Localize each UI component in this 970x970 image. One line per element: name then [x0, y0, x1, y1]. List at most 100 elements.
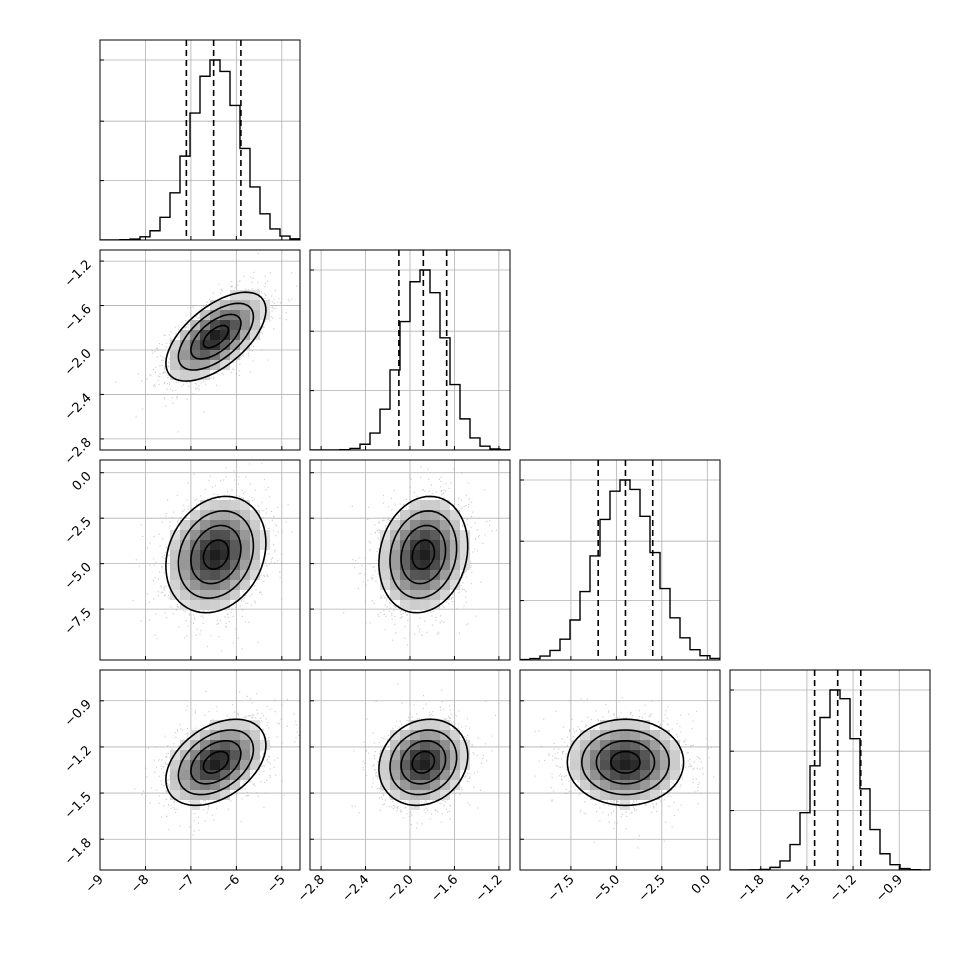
density-cell: [240, 770, 250, 780]
density-cell: [210, 360, 220, 370]
density-cell: [590, 750, 600, 760]
density-cell: [410, 520, 420, 530]
contour-level: [165, 718, 267, 807]
density-cell: [590, 770, 600, 780]
density-cell: [440, 770, 450, 780]
density-cell: [450, 520, 460, 530]
y-tick-label: −0.9: [62, 697, 95, 730]
density-cell: [250, 510, 260, 520]
x-tick-label: −2.4: [339, 872, 372, 905]
density-cell: [430, 730, 440, 740]
density-cell: [230, 550, 240, 560]
density-cell: [440, 510, 450, 520]
density-cell: [220, 600, 230, 610]
density-cell: [230, 760, 240, 770]
density-cell: [410, 720, 420, 730]
density-cell: [250, 320, 260, 330]
density-cell: [170, 780, 180, 790]
density-cell: [230, 290, 240, 300]
density-cell: [230, 780, 240, 790]
density-cell: [650, 740, 660, 750]
histogram-step: [520, 479, 720, 660]
contour-level: [610, 750, 641, 774]
contour-level: [190, 313, 242, 360]
density-cell: [250, 290, 260, 300]
density-cell: [240, 500, 250, 510]
x-tick-label: −7.5: [545, 872, 578, 905]
density-cell: [220, 570, 230, 580]
density-cell: [410, 770, 420, 780]
density-cell: [410, 500, 420, 510]
density-cell: [170, 350, 180, 360]
panel-frame: [99, 39, 301, 241]
density-cell: [180, 590, 190, 600]
density-cell: [210, 570, 220, 580]
panel-frame: [519, 459, 721, 661]
panel-3-0: −9 −8 −7 −6 −5 −1.8 −1.5 −1.2 −0.9: [62, 669, 301, 896]
density-cell: [610, 770, 620, 780]
contour-level: [595, 739, 656, 785]
density-cell: [660, 750, 670, 760]
density-cell: [430, 720, 440, 730]
x-tick-label: −2.5: [636, 872, 669, 905]
density-cell: [420, 510, 430, 520]
density-cell: [400, 560, 410, 570]
x-tick-label: −1.6: [428, 872, 461, 905]
density-cell: [390, 730, 400, 740]
density-cell: [190, 780, 200, 790]
density-cell: [180, 360, 190, 370]
density-cell: [390, 790, 400, 800]
density-cell: [390, 780, 400, 790]
density-cell: [210, 540, 220, 550]
density-cell: [640, 770, 650, 780]
density-cell: [400, 770, 410, 780]
density-cell: [180, 550, 190, 560]
density-cell: [210, 310, 220, 320]
contour-level: [389, 729, 458, 796]
density-cell: [210, 790, 220, 800]
density-cell: [570, 750, 580, 760]
density-cell: [190, 550, 200, 560]
panel-3-2: −7.5 −5.0 −2.5 0.0: [519, 669, 721, 905]
density-cell: [170, 360, 180, 370]
density-cell: [460, 740, 470, 750]
density-cell: [410, 780, 420, 790]
density-cell: [420, 500, 430, 510]
contour-level: [400, 739, 447, 785]
density-cell: [250, 730, 260, 740]
density-cell: [640, 780, 650, 790]
density-cell: [630, 780, 640, 790]
y-tick-label: −7.5: [62, 605, 95, 638]
panel-3-1: −2.8 −2.4 −2.0 −1.6 −1.2: [295, 669, 511, 905]
density-cell: [420, 600, 430, 610]
density-cell: [180, 520, 190, 530]
density-cell: [240, 330, 250, 340]
density-cell: [660, 760, 670, 770]
density-cell: [450, 770, 460, 780]
density-cell: [430, 600, 440, 610]
density-cell: [200, 550, 210, 560]
density-cell: [580, 780, 590, 790]
density-cell: [380, 760, 390, 770]
contour-level: [411, 750, 436, 774]
density-cell: [390, 570, 400, 580]
panel-1-1: [309, 249, 511, 451]
density-cell: [230, 350, 240, 360]
density-cell: [220, 350, 230, 360]
density-cell: [230, 540, 240, 550]
density-cell: [240, 580, 250, 590]
density-cell: [570, 740, 580, 750]
density-cell: [230, 750, 240, 760]
density-cell: [210, 770, 220, 780]
density-cell: [590, 790, 600, 800]
density-cell: [640, 740, 650, 750]
density-cell: [670, 770, 680, 780]
density-cell: [600, 720, 610, 730]
density-cell: [620, 770, 630, 780]
density-cell: [210, 600, 220, 610]
density-cell: [200, 500, 210, 510]
density-cell: [170, 580, 180, 590]
density-cell: [630, 770, 640, 780]
density-cell: [580, 730, 590, 740]
density-cell: [250, 550, 260, 560]
